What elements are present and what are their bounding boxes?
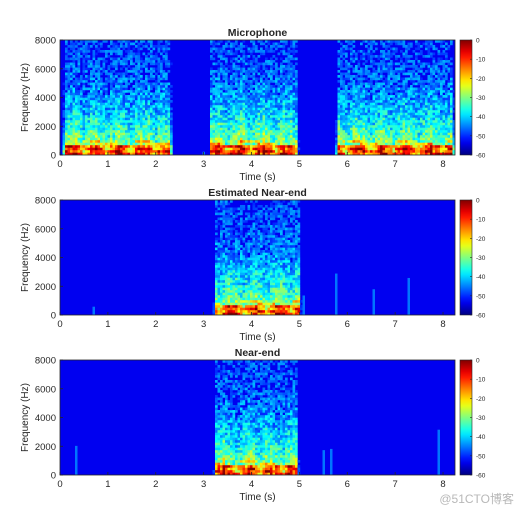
y-tick-label: 0 xyxy=(51,471,56,482)
colorbar-tick-label: 0 xyxy=(476,198,480,205)
colorbar-tick-label: -50 xyxy=(476,293,486,300)
y-tick-label: 4000 xyxy=(35,93,56,104)
y-tick-label: 6000 xyxy=(35,384,56,395)
y-tick-label: 2000 xyxy=(35,442,56,453)
y-tick-label: 8000 xyxy=(35,356,56,367)
spectrogram-image xyxy=(60,360,455,475)
y-axis-label: Frequency (Hz) xyxy=(20,223,31,292)
y-tick-label: 0 xyxy=(51,151,56,162)
y-axis-label: Frequency (Hz) xyxy=(20,63,31,132)
x-tick-label: 0 xyxy=(57,479,62,490)
colorbar-tick-label: -20 xyxy=(476,76,486,83)
y-tick-label: 2000 xyxy=(35,122,56,133)
x-tick-label: 4 xyxy=(249,319,254,330)
x-tick-label: 1 xyxy=(105,319,110,330)
colorbar-tick-label: -10 xyxy=(476,217,486,224)
colorbar-tick-label: -20 xyxy=(476,236,486,243)
x-tick-label: 5 xyxy=(297,319,302,330)
spectrogram-image xyxy=(60,200,455,315)
x-tick-label: 4 xyxy=(249,479,254,490)
y-tick-label: 8000 xyxy=(35,36,56,47)
x-axis-label: Time (s) xyxy=(239,172,275,183)
x-tick-label: 3 xyxy=(201,319,206,330)
x-tick-label: 2 xyxy=(153,319,158,330)
y-tick-label: 4000 xyxy=(35,253,56,264)
x-tick-label: 2 xyxy=(153,479,158,490)
colorbar-tick-label: -40 xyxy=(476,274,486,281)
colorbar-tick-label: -40 xyxy=(476,434,486,441)
colorbar-tick-label: 0 xyxy=(476,38,480,45)
colorbar-tick-label: -50 xyxy=(476,133,486,140)
x-tick-label: 1 xyxy=(105,159,110,170)
x-tick-label: 5 xyxy=(297,159,302,170)
x-tick-label: 3 xyxy=(201,159,206,170)
x-tick-label: 0 xyxy=(57,319,62,330)
spectrogram-panel-2: 0 1 2 3 4 5 6 7 8 0 2000 4000 6000 8000 Estimated Near… xyxy=(20,187,486,343)
x-tick-label: 8 xyxy=(440,319,445,330)
colorbar-tick-label: -60 xyxy=(476,153,486,160)
panel-title: Microphone xyxy=(228,27,288,39)
x-tick-label: 3 xyxy=(201,479,206,490)
x-tick-label: 7 xyxy=(393,319,398,330)
x-tick-label: 4 xyxy=(249,159,254,170)
y-tick-label: 6000 xyxy=(35,224,56,235)
colorbar-tick-label: -30 xyxy=(476,255,486,262)
x-tick-label: 8 xyxy=(440,479,445,490)
panel-title: Near-end xyxy=(235,347,281,359)
x-tick-label: 6 xyxy=(345,319,350,330)
y-tick-label: 4000 xyxy=(35,413,56,424)
colorbar-tick-label: -60 xyxy=(476,473,486,480)
x-tick-label: 6 xyxy=(345,159,350,170)
colorbar-tick-label: -60 xyxy=(476,313,486,320)
spectrogram-panel-1: 0 1 2 3 4 5 6 7 8 0 2000 4000 6000 8000 Microphone Time… xyxy=(20,27,486,183)
x-tick-label: 7 xyxy=(393,159,398,170)
x-tick-label: 6 xyxy=(345,479,350,490)
colorbar-tick-label: 0 xyxy=(476,358,480,365)
y-tick-label: 8000 xyxy=(35,196,56,207)
panel-title: Estimated Near-end xyxy=(208,187,307,199)
colorbar-tick-label: -10 xyxy=(476,57,486,64)
watermark: @51CTO博客 xyxy=(439,492,514,506)
colorbar-tick-label: -30 xyxy=(476,415,486,422)
x-tick-label: 0 xyxy=(57,159,62,170)
x-tick-label: 7 xyxy=(393,479,398,490)
colorbar-tick-label: -10 xyxy=(476,377,486,384)
colorbar-tick-label: -40 xyxy=(476,114,486,121)
y-tick-label: 6000 xyxy=(35,64,56,75)
x-tick-label: 2 xyxy=(153,159,158,170)
x-axis-label: Time (s) xyxy=(239,332,275,343)
colorbar-tick-label: -20 xyxy=(476,396,486,403)
y-axis-label: Frequency (Hz) xyxy=(20,383,31,452)
spectrogram-image xyxy=(60,40,455,155)
colorbar-tick-label: -30 xyxy=(476,95,486,102)
x-tick-label: 8 xyxy=(440,159,445,170)
colorbar-tick-label: -50 xyxy=(476,453,486,460)
x-tick-label: 5 xyxy=(297,479,302,490)
x-tick-label: 1 xyxy=(105,479,110,490)
y-tick-label: 2000 xyxy=(35,282,56,293)
x-axis-label: Time (s) xyxy=(239,492,275,503)
spectrogram-panel-3: 0 1 2 3 4 5 6 7 8 0 2000 4000 6000 8000 Near-end Time (… xyxy=(20,347,486,503)
y-tick-label: 0 xyxy=(51,311,56,322)
